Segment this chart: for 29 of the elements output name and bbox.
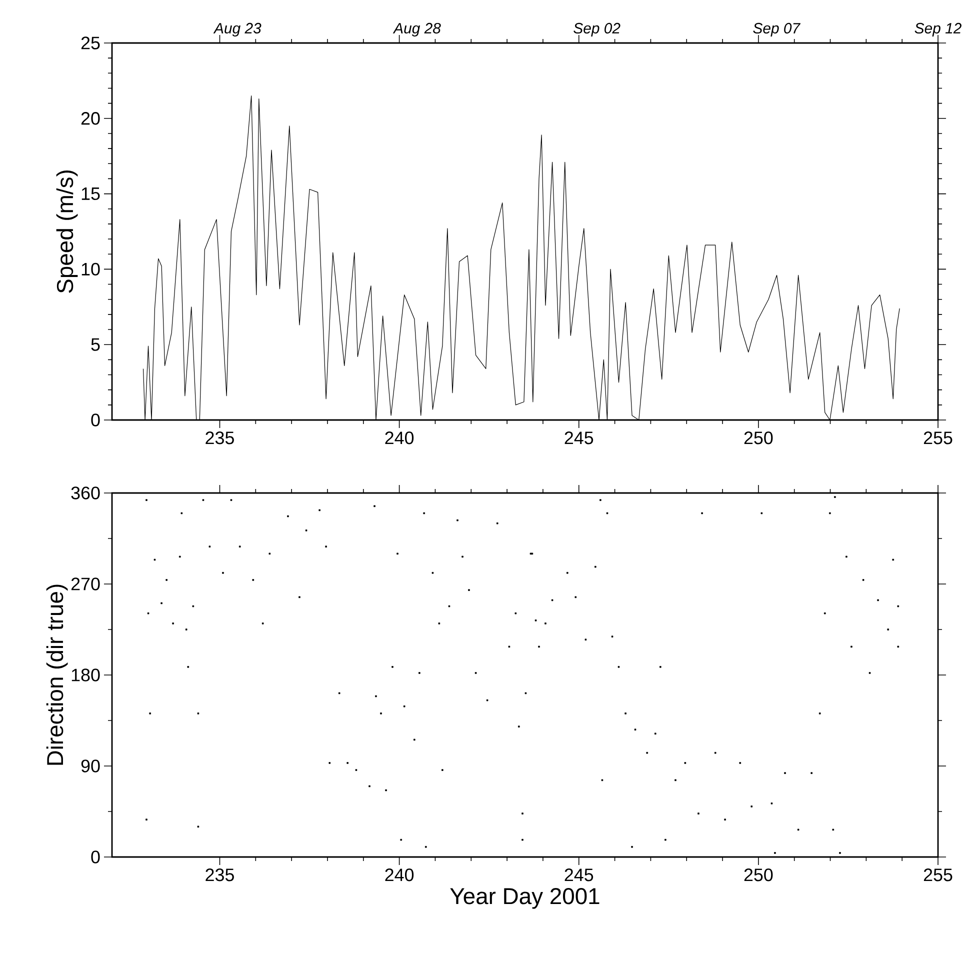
y-tick-label: 360 <box>71 486 100 500</box>
y-tick-label: 15 <box>82 188 100 200</box>
x2-tick-label: Sep 12 <box>914 22 962 36</box>
y-axis-title: Speed (m/s) <box>56 170 78 293</box>
x-tick-label: 245 <box>564 868 594 882</box>
y-tick-label: 270 <box>71 578 100 590</box>
x2-tick-label: Sep 02 <box>574 22 620 36</box>
y-tick-label: 10 <box>82 262 100 276</box>
x-tick-label: 240 <box>385 868 414 882</box>
y-tick-label: 5 <box>91 338 100 351</box>
x-tick-label: 255 <box>924 868 952 882</box>
x2-tick-label: Aug 28 <box>392 22 441 36</box>
x-tick-label: 250 <box>744 868 773 882</box>
x-tick-label: 235 <box>206 868 234 882</box>
x2-tick-label: Sep 07 <box>753 22 801 36</box>
y-axis-title: Direction (dir true) <box>46 584 68 765</box>
x-tick-label: 250 <box>744 432 773 444</box>
y-tick-label: 90 <box>81 760 100 772</box>
y-tick-label: 25 <box>81 36 100 50</box>
y-tick-label: 0 <box>91 414 100 426</box>
x-tick-label: 235 <box>206 432 234 444</box>
y-tick-label: 180 <box>72 668 100 682</box>
x-tick-label: 240 <box>385 432 414 444</box>
x2-tick-label: Aug 23 <box>213 22 262 36</box>
y-tick-label: 0 <box>91 850 100 864</box>
y-tick-label: 20 <box>81 112 100 125</box>
x-axis-title: Year Day 2001 <box>450 888 600 909</box>
x-tick-label: 255 <box>924 432 952 444</box>
x-tick-label: 245 <box>564 432 594 444</box>
